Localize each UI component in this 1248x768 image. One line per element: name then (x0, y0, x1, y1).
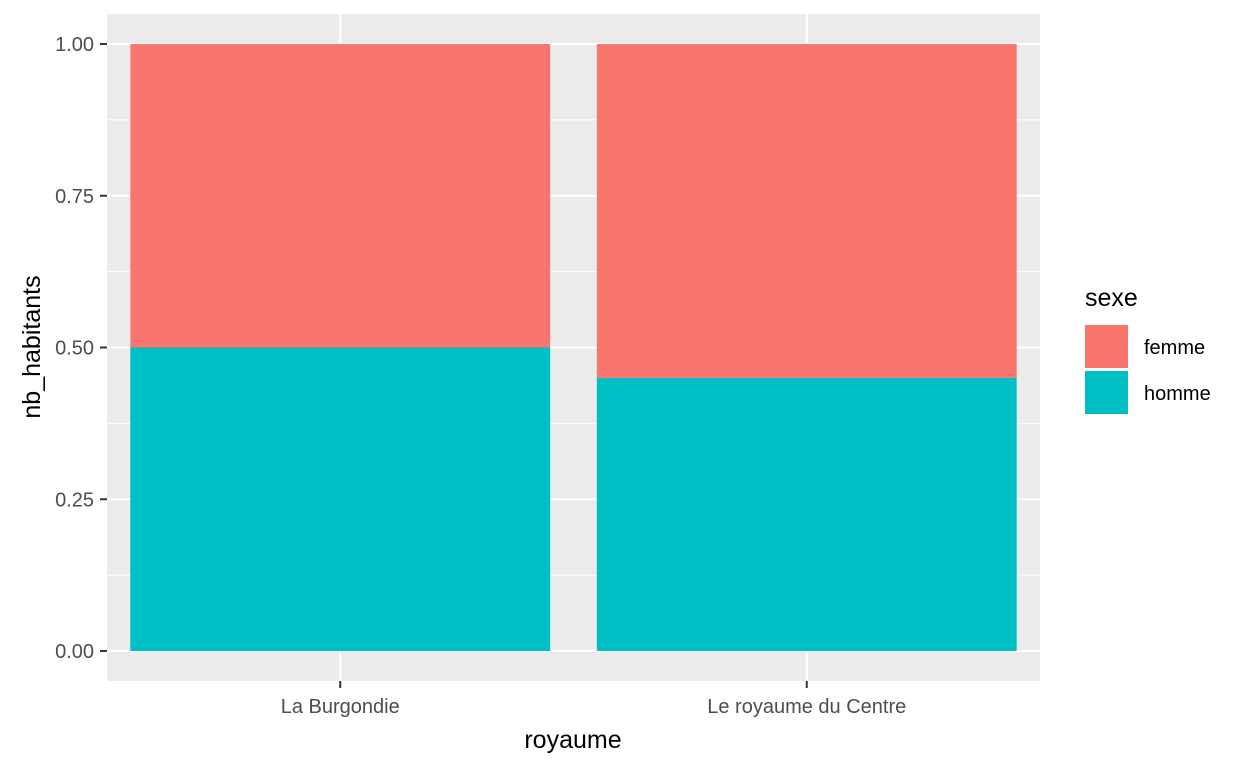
bar-femme (130, 44, 551, 348)
legend-items: femme homme (1085, 325, 1211, 414)
y-axis-title: nb_habitants (18, 275, 46, 418)
y-tick-label: 0.75 (55, 186, 94, 208)
legend-key-femme (1085, 325, 1128, 368)
y-tick-label: 0.25 (55, 489, 94, 511)
x-axis-title: royaume (524, 726, 621, 754)
legend: sexe femme homme (1085, 284, 1211, 414)
legend-title: sexe (1085, 284, 1138, 312)
bars (130, 44, 1017, 651)
x-tick-label: Le royaume du Centre (707, 696, 906, 718)
legend-label-homme: homme (1144, 383, 1211, 405)
axis-ticks: 0.00 0.25 0.50 0.75 1.00 La Burgondie Le royau… (55, 34, 906, 718)
bar-homme (130, 347, 551, 651)
bar-femme (596, 44, 1017, 378)
legend-label-femme: femme (1144, 337, 1205, 359)
bar-homme (596, 377, 1017, 651)
legend-key-homme (1085, 371, 1128, 414)
x-tick-label: La Burgondie (281, 696, 400, 718)
y-tick-label: 1.00 (55, 34, 94, 56)
y-tick-label: 0.50 (55, 338, 94, 360)
y-tick-label: 0.00 (55, 641, 94, 663)
